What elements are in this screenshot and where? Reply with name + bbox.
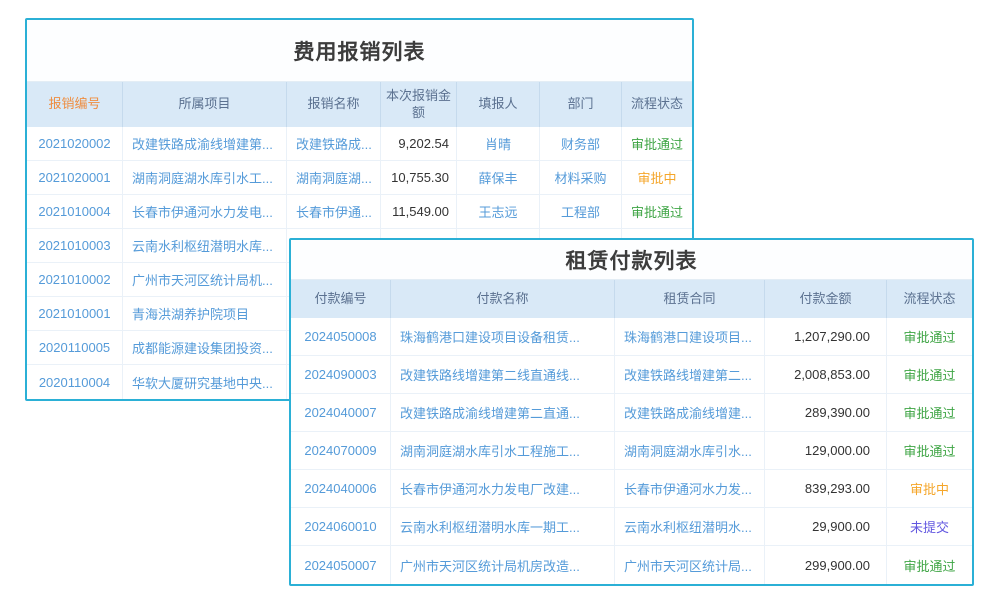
rental-cell-status: 未提交: [909, 520, 949, 535]
expense-cell-project[interactable]: 云南水利枢纽潜明水库...: [123, 229, 287, 262]
rental-cell-status: 审批通过: [903, 558, 956, 574]
expense-cell-name[interactable]: 湖南洞庭湖...: [287, 161, 381, 194]
expense-cell-project[interactable]: 广州市天河区统计局机...: [123, 263, 287, 296]
expense-col-header-amount[interactable]: 本次报销金额: [381, 82, 457, 127]
expense-table-row: 2021020002 改建铁路成渝线增建第... 改建铁路成... 9,202.…: [27, 127, 692, 161]
rental-cell-id[interactable]: 2024050007: [291, 546, 391, 584]
rental-cell-contract[interactable]: 长春市伊通河水力发...: [615, 470, 765, 507]
rental-cell-status: 审批中: [909, 482, 949, 497]
rental-cell-contract[interactable]: 广州市天河区统计局...: [615, 546, 765, 584]
expense-col-header-status[interactable]: 流程状态: [630, 96, 683, 112]
rental-cell-amount: 289,390.00: [765, 394, 887, 431]
rental-col-header-status[interactable]: 流程状态: [903, 290, 956, 306]
rental-payment-table: 租赁付款列表 付款编号 付款名称 租赁合同 付款金额 流程状态 20240500…: [289, 238, 974, 586]
expense-col-header-name[interactable]: 报销名称: [287, 82, 381, 127]
expense-cell-status: 审批通过: [630, 205, 683, 220]
rental-cell-amount: 299,900.00: [765, 546, 887, 584]
rental-cell-amount: 2,008,853.00: [765, 356, 887, 393]
expense-cell-department[interactable]: 财务部: [540, 127, 622, 160]
rental-table-row: 2024060010 云南水利枢纽潜明水库一期工... 云南水利枢纽潜明水...…: [291, 508, 972, 546]
rental-table-row: 2024050008 珠海鹤港口建设项目设备租赁... 珠海鹤港口建设项目...…: [291, 318, 972, 356]
expense-cell-id[interactable]: 2021010003: [27, 229, 123, 262]
expense-cell-id[interactable]: 2021010002: [27, 263, 123, 296]
rental-cell-id[interactable]: 2024070009: [291, 432, 391, 469]
rental-cell-id[interactable]: 2024090003: [291, 356, 391, 393]
expense-cell-amount: 10,755.30: [381, 161, 457, 194]
expense-col-header-project[interactable]: 所属项目: [123, 82, 287, 127]
rental-cell-status: 审批通过: [903, 330, 956, 345]
expense-reimbursement-table: 费用报销列表 报销编号 所属项目 报销名称 本次报销金额 填报人 部门 流程状态…: [25, 18, 694, 401]
rental-cell-amount: 129,000.00: [765, 432, 887, 469]
rental-cell-name[interactable]: 改建铁路成渝线增建第二直通...: [391, 394, 615, 431]
rental-table-row: 2024070009 湖南洞庭湖水库引水工程施工... 湖南洞庭湖水库引水...…: [291, 432, 972, 470]
expense-col-header-department[interactable]: 部门: [540, 82, 622, 127]
expense-cell-project[interactable]: 青海洪湖养护院项目: [123, 297, 287, 330]
expense-cell-id[interactable]: 2021010004: [27, 195, 123, 228]
rental-cell-id[interactable]: 2024040007: [291, 394, 391, 431]
rental-cell-name[interactable]: 云南水利枢纽潜明水库一期工...: [391, 508, 615, 545]
rental-table-header-row: 付款编号 付款名称 租赁合同 付款金额 流程状态: [291, 280, 972, 318]
expense-cell-department[interactable]: 材料采购: [540, 161, 622, 194]
expense-cell-id[interactable]: 2021010001: [27, 297, 123, 330]
rental-cell-amount: 839,293.00: [765, 470, 887, 507]
expense-table-row: 2021020001 湖南洞庭湖水库引水工... 湖南洞庭湖... 10,755…: [27, 161, 692, 195]
rental-cell-id[interactable]: 2024050008: [291, 318, 391, 355]
expense-cell-project[interactable]: 华软大厦研究基地中央...: [123, 365, 287, 399]
expense-cell-project[interactable]: 湖南洞庭湖水库引水工...: [123, 161, 287, 194]
expense-cell-status: 审批通过: [630, 137, 683, 152]
rental-table-row: 2024040006 长春市伊通河水力发电厂改建... 长春市伊通河水力发...…: [291, 470, 972, 508]
expense-table-row: 2020110004 华软大厦研究基地中央...: [27, 365, 692, 399]
rental-table-row: 2024040007 改建铁路成渝线增建第二直通... 改建铁路成渝线增建...…: [291, 394, 972, 432]
rental-col-header-contract[interactable]: 租赁合同: [615, 280, 765, 318]
expense-table-title: 费用报销列表: [27, 20, 692, 82]
expense-cell-name[interactable]: 长春市伊通...: [287, 195, 381, 228]
rental-cell-id[interactable]: 2024060010: [291, 508, 391, 545]
rental-cell-name[interactable]: 改建铁路线增建第二线直通线...: [391, 356, 615, 393]
expense-cell-amount: 11,549.00: [381, 195, 457, 228]
rental-cell-name[interactable]: 湖南洞庭湖水库引水工程施工...: [391, 432, 615, 469]
rental-col-header-id[interactable]: 付款编号: [291, 280, 391, 318]
rental-col-header-name[interactable]: 付款名称: [391, 280, 615, 318]
expense-col-header-id[interactable]: 报销编号: [27, 82, 123, 127]
expense-cell-id[interactable]: 2020110005: [27, 331, 123, 364]
expense-cell-id[interactable]: 2020110004: [27, 365, 123, 399]
expense-cell-submitter[interactable]: 王志远: [457, 195, 540, 228]
expense-cell-project[interactable]: 成都能源建设集团投资...: [123, 331, 287, 364]
rental-cell-name[interactable]: 长春市伊通河水力发电厂改建...: [391, 470, 615, 507]
expense-col-header-submitter[interactable]: 填报人: [457, 82, 540, 127]
rental-col-header-amount[interactable]: 付款金额: [765, 280, 887, 318]
rental-cell-contract[interactable]: 改建铁路线增建第二...: [615, 356, 765, 393]
expense-cell-id[interactable]: 2021020001: [27, 161, 123, 194]
expense-cell-project[interactable]: 改建铁路成渝线增建第...: [123, 127, 287, 160]
rental-table-row: 2024090003 改建铁路线增建第二线直通线... 改建铁路线增建第二...…: [291, 356, 972, 394]
expense-cell-department[interactable]: 工程部: [540, 195, 622, 228]
rental-cell-status: 审批通过: [903, 368, 956, 383]
expense-cell-project[interactable]: 长春市伊通河水力发电...: [123, 195, 287, 228]
rental-cell-status: 审批通过: [903, 406, 956, 421]
expense-table-row: 2021010004 长春市伊通河水力发电... 长春市伊通... 11,549…: [27, 195, 692, 229]
expense-cell-submitter[interactable]: 薛保丰: [457, 161, 540, 194]
rental-cell-name[interactable]: 珠海鹤港口建设项目设备租赁...: [391, 318, 615, 355]
expense-cell-amount: 9,202.54: [381, 127, 457, 160]
rental-cell-status: 审批通过: [903, 444, 956, 459]
expense-cell-submitter[interactable]: 肖晴: [457, 127, 540, 160]
expense-cell-status: 审批中: [637, 171, 677, 186]
rental-table-title: 租赁付款列表: [291, 240, 972, 280]
rental-cell-amount: 29,900.00: [765, 508, 887, 545]
rental-cell-name[interactable]: 广州市天河区统计局机房改造...: [391, 546, 615, 584]
rental-cell-contract[interactable]: 湖南洞庭湖水库引水...: [615, 432, 765, 469]
rental-cell-contract[interactable]: 改建铁路成渝线增建...: [615, 394, 765, 431]
expense-table-header-row: 报销编号 所属项目 报销名称 本次报销金额 填报人 部门 流程状态: [27, 82, 692, 127]
rental-table-row: 2024050007 广州市天河区统计局机房改造... 广州市天河区统计局...…: [291, 546, 972, 584]
expense-cell-id[interactable]: 2021020002: [27, 127, 123, 160]
expense-cell-name[interactable]: 改建铁路成...: [287, 127, 381, 160]
rental-cell-contract[interactable]: 云南水利枢纽潜明水...: [615, 508, 765, 545]
rental-cell-contract[interactable]: 珠海鹤港口建设项目...: [615, 318, 765, 355]
rental-cell-amount: 1,207,290.00: [765, 318, 887, 355]
rental-cell-id[interactable]: 2024040006: [291, 470, 391, 507]
